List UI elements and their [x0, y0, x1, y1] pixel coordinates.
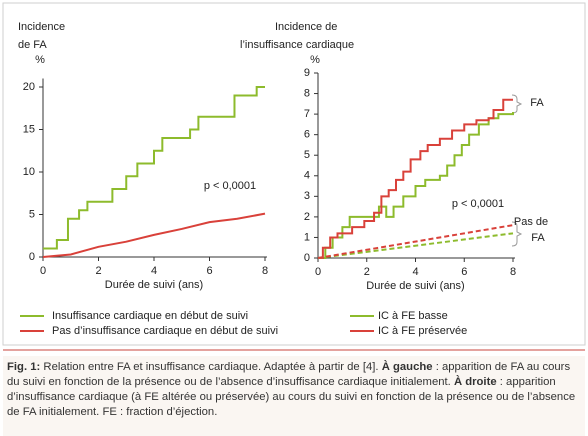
y-tick-label: 4 — [304, 170, 310, 182]
x-axis-label: Durée de suivi (ans) — [366, 280, 464, 292]
caption-text: Relation entre FA et insuffisance cardia… — [40, 361, 382, 373]
y-tick-label: 5 — [29, 208, 35, 220]
y-axis-label: % — [35, 54, 45, 66]
y-tick-label: 0 — [29, 251, 35, 263]
y-tick-label: 2 — [304, 211, 310, 223]
legend-label: Pas d’insuffisance cardiaque en début de… — [52, 325, 278, 337]
chart-title: Incidence de — [275, 21, 337, 33]
y-tick-label: 3 — [304, 190, 310, 202]
series-line — [317, 232, 514, 259]
caption-bold: À gauche — [381, 361, 433, 373]
y-tick-label: 5 — [304, 149, 310, 161]
x-tick-label: 4 — [412, 266, 418, 278]
caption-text: : apparition d’insuffisance cardiaque (à… — [7, 376, 576, 418]
x-tick-label: 2 — [95, 265, 101, 277]
x-tick-label: 4 — [151, 265, 157, 277]
y-tick-label: 15 — [23, 123, 35, 135]
y-axis-label: % — [310, 54, 320, 66]
y-tick-label: 0 — [304, 252, 310, 264]
legend-label: IC à FE basse — [378, 310, 448, 322]
x-axis-label: Durée de suivi (ans) — [105, 279, 203, 291]
y-tick-label: 6 — [304, 129, 310, 141]
chart-title: Incidence — [18, 21, 65, 33]
legend-label: Insuffisance cardiaque en début de suivi — [52, 310, 248, 322]
legend-label: IC à FE préservée — [378, 325, 467, 337]
series-line — [42, 212, 266, 258]
x-tick-label: 2 — [364, 266, 370, 278]
caption-text: : apparition de FA au cours du suivi en … — [7, 361, 571, 388]
series-line — [317, 224, 514, 259]
y-tick-label: 7 — [304, 108, 310, 120]
y-tick-label: 10 — [23, 166, 35, 178]
group-label: Pas de — [514, 216, 548, 228]
group-label: FA — [531, 232, 545, 244]
y-tick-label: 20 — [23, 81, 35, 93]
bracket — [511, 221, 523, 247]
series-line — [318, 98, 513, 259]
series-line — [43, 86, 265, 250]
caption: Fig. 1: Relation entre FA et insuffisanc… — [3, 356, 585, 436]
x-tick-label: 8 — [510, 266, 516, 278]
figure-frame — [2, 2, 586, 346]
chart-title: de FA — [18, 39, 47, 51]
annotation: p < 0,0001 — [204, 180, 256, 192]
bracket — [511, 94, 523, 114]
caption-bold: À droite — [453, 376, 497, 388]
y-tick-label: 9 — [304, 67, 310, 79]
series-line — [318, 112, 514, 259]
annotation: p < 0,0001 — [452, 198, 504, 210]
x-tick-label: 6 — [206, 265, 212, 277]
chart-title: l’insuffisance cardiaque — [240, 39, 354, 51]
x-tick-label: 8 — [262, 265, 268, 277]
y-tick-label: 8 — [304, 87, 310, 99]
x-tick-label: 0 — [40, 265, 46, 277]
y-tick-label: 1 — [304, 231, 310, 243]
group-label: FA — [530, 97, 544, 109]
caption-label: Fig. 1: — [7, 361, 41, 373]
x-tick-label: 6 — [461, 266, 467, 278]
x-tick-label: 0 — [315, 266, 321, 278]
